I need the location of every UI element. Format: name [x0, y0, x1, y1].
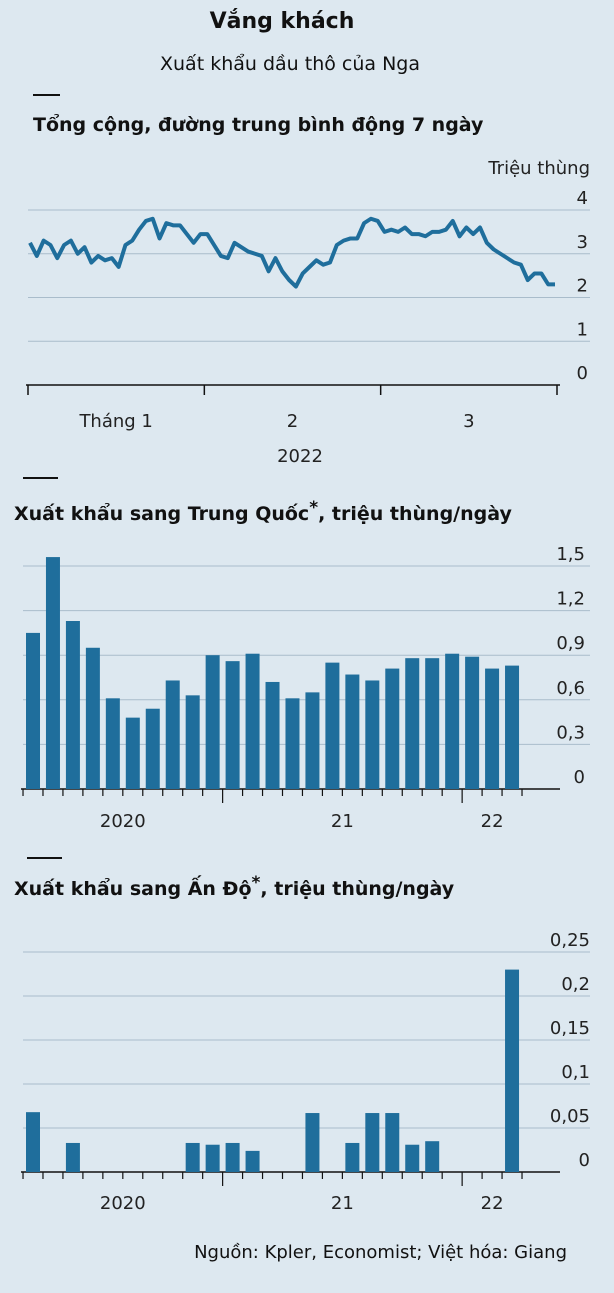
bar: [205, 1144, 220, 1172]
x-tick-label: 22: [481, 1193, 504, 1214]
title-text: Xuất khẩu sang Ấn Độ: [14, 874, 252, 900]
line: [28, 216, 555, 289]
title-text: Xuất khẩu sang Trung Quốc: [14, 502, 309, 525]
bar: [225, 1142, 240, 1172]
y-tick-label: 0,3: [556, 722, 585, 743]
bar: [245, 653, 260, 789]
subtitle: Xuất khẩu dầu thô của Nga: [160, 53, 420, 75]
bar: [225, 661, 240, 789]
bar: [45, 557, 60, 789]
y-tick-label: 1,2: [556, 589, 585, 610]
bar: [425, 1141, 440, 1172]
bar: [305, 692, 320, 789]
bar: [265, 681, 280, 789]
source: Nguồn: Kpler, Economist; Việt hóa: Giang: [194, 1242, 567, 1263]
y-tick-label: 0,05: [550, 1106, 590, 1127]
chart-title: Xuất khẩu sang Ấn Độ*, triệu thùng/ngày: [14, 873, 455, 900]
y-tick-label: 0,15: [550, 1018, 590, 1039]
y-tick-label: 3: [577, 232, 588, 253]
x-tick-label: Tháng 1: [78, 411, 152, 432]
y-tick-label: 0: [574, 767, 585, 788]
bar: [405, 658, 420, 789]
title-suffix: , triệu thùng/ngày: [260, 878, 454, 900]
bar: [505, 969, 520, 1172]
y-axis-label: Triệu thùng: [487, 158, 590, 179]
bar: [365, 680, 380, 789]
y-tick-label: 0: [577, 363, 588, 384]
bar: [26, 632, 40, 789]
bar: [385, 668, 400, 789]
bar: [26, 1112, 40, 1172]
y-tick-label: 0,2: [561, 974, 590, 995]
bar: [445, 653, 460, 789]
bar: [145, 708, 160, 789]
bar: [245, 1150, 260, 1172]
x-year-label: 2022: [277, 446, 323, 467]
y-tick-label: 4: [577, 188, 588, 209]
y-tick-label: 2: [577, 276, 588, 297]
x-tick-label: 21: [331, 1193, 354, 1214]
bar: [165, 680, 180, 789]
x-tick-label: 2020: [100, 811, 146, 832]
title-suffix: , triệu thùng/ngày: [318, 503, 512, 525]
bar: [305, 1113, 320, 1172]
y-tick-label: 0,1: [561, 1062, 590, 1083]
bar: [205, 655, 220, 789]
title-note: *: [252, 873, 261, 893]
bar: [505, 665, 520, 789]
chart-title: Xuất khẩu sang Trung Quốc*, triệu thùng/…: [14, 498, 512, 525]
bar: [65, 621, 80, 789]
bar: [425, 658, 440, 789]
title-note: *: [309, 498, 318, 518]
x-tick-label: 2: [287, 411, 298, 432]
bar: [105, 698, 120, 789]
bar: [185, 1142, 200, 1172]
y-tick-label: 0: [579, 1150, 590, 1171]
y-tick-label: 0,9: [556, 633, 585, 654]
bar: [345, 1142, 360, 1172]
bar: [405, 1144, 420, 1172]
chart-title: Tổng cộng, đường trung bình động 7 ngày: [33, 113, 484, 136]
bar: [185, 695, 200, 789]
bar: [345, 674, 360, 789]
x-tick-label: 2020: [100, 1193, 146, 1214]
bar: [465, 656, 480, 789]
title: Vắng khách: [210, 8, 355, 34]
bar: [485, 668, 500, 789]
bar: [325, 662, 340, 789]
bar: [85, 647, 100, 789]
bar: [385, 1113, 400, 1172]
y-tick-label: 0,25: [550, 930, 590, 951]
x-tick-label: 3: [463, 411, 474, 432]
y-tick-label: 0,6: [556, 678, 585, 699]
bar: [365, 1113, 380, 1172]
bar: [125, 717, 140, 789]
y-tick-label: 1,5: [556, 544, 585, 565]
x-tick-label: 22: [481, 811, 504, 832]
bar: [285, 698, 300, 789]
y-tick-label: 1: [577, 319, 588, 340]
x-tick-label: 21: [331, 811, 354, 832]
bar: [65, 1142, 80, 1172]
